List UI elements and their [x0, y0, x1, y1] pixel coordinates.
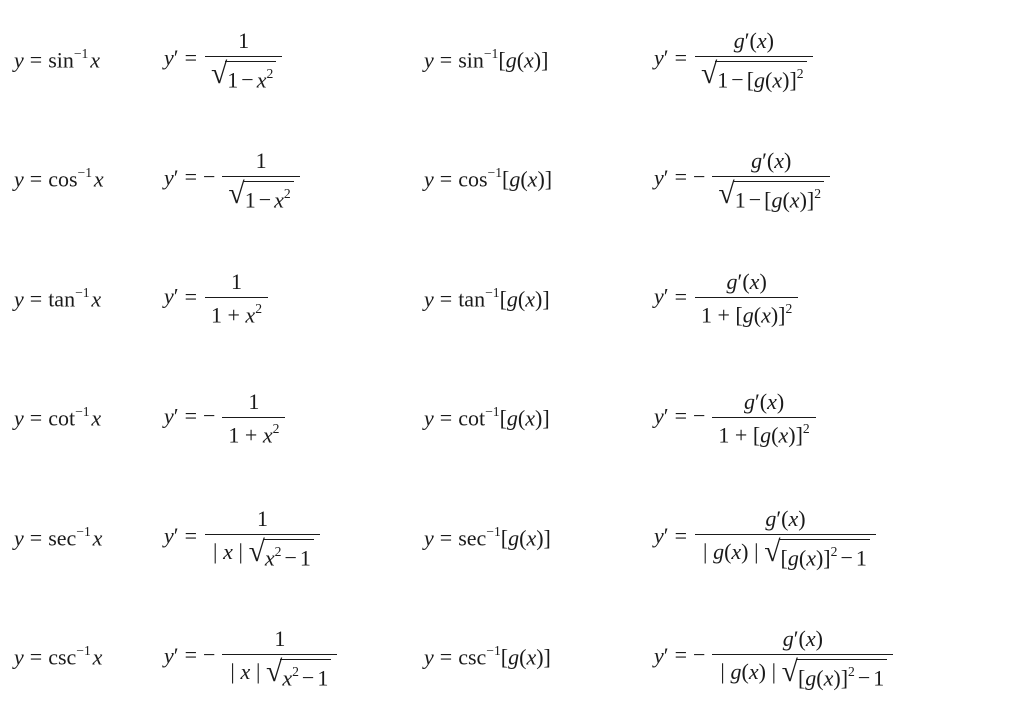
fn-cot-g: y=cot−1[g(x)]	[422, 405, 652, 431]
deriv-tan-x: y′=11 + x2	[162, 269, 422, 328]
deriv-csc-g: y′=−g′(x)| g(x) | √[g(x)]2−1	[652, 626, 1010, 689]
deriv-cos-x: y′=−1√1−x2	[162, 148, 422, 211]
fn-tan-g: y=tan−1[g(x)]	[422, 286, 652, 312]
fn-sec-x: y=sec−1 x	[12, 525, 162, 551]
deriv-cos-g: y′=−g′(x)√1−[g(x)]2	[652, 148, 1010, 211]
deriv-sin-x: y′=1√1−x2	[162, 28, 422, 91]
fn-cos-x: y=cos−1 x	[12, 166, 162, 192]
fn-csc-x: y=csc−1 x	[12, 644, 162, 670]
fn-sec-g: y=sec−1[g(x)]	[422, 525, 652, 551]
deriv-tan-g: y′=g′(x)1 + [g(x)]2	[652, 269, 1010, 328]
deriv-sin-g: y′=g′(x)√1−[g(x)]2	[652, 28, 1010, 91]
fn-sin-x: y=sin−1 x	[12, 47, 162, 73]
deriv-sec-g: y′=g′(x)| g(x) | √[g(x)]2−1	[652, 506, 1010, 569]
fn-sin-g: y=sin−1[g(x)]	[422, 47, 652, 73]
fn-tan-x: y=tan−1 x	[12, 286, 162, 312]
formula-grid: y=sin−1 xy′=1√1−x2y=sin−1[g(x)]y′=g′(x)√…	[12, 0, 1010, 717]
fn-cot-x: y=cot−1 x	[12, 405, 162, 431]
deriv-cot-g: y′=−g′(x)1 + [g(x)]2	[652, 389, 1010, 448]
deriv-cot-x: y′=−11 + x2	[162, 389, 422, 448]
deriv-csc-x: y′=−1| x | √x2−1	[162, 626, 422, 689]
deriv-sec-x: y′=1| x | √x2−1	[162, 506, 422, 569]
fn-cos-g: y=cos−1[g(x)]	[422, 166, 652, 192]
fn-csc-g: y=csc−1[g(x)]	[422, 644, 652, 670]
